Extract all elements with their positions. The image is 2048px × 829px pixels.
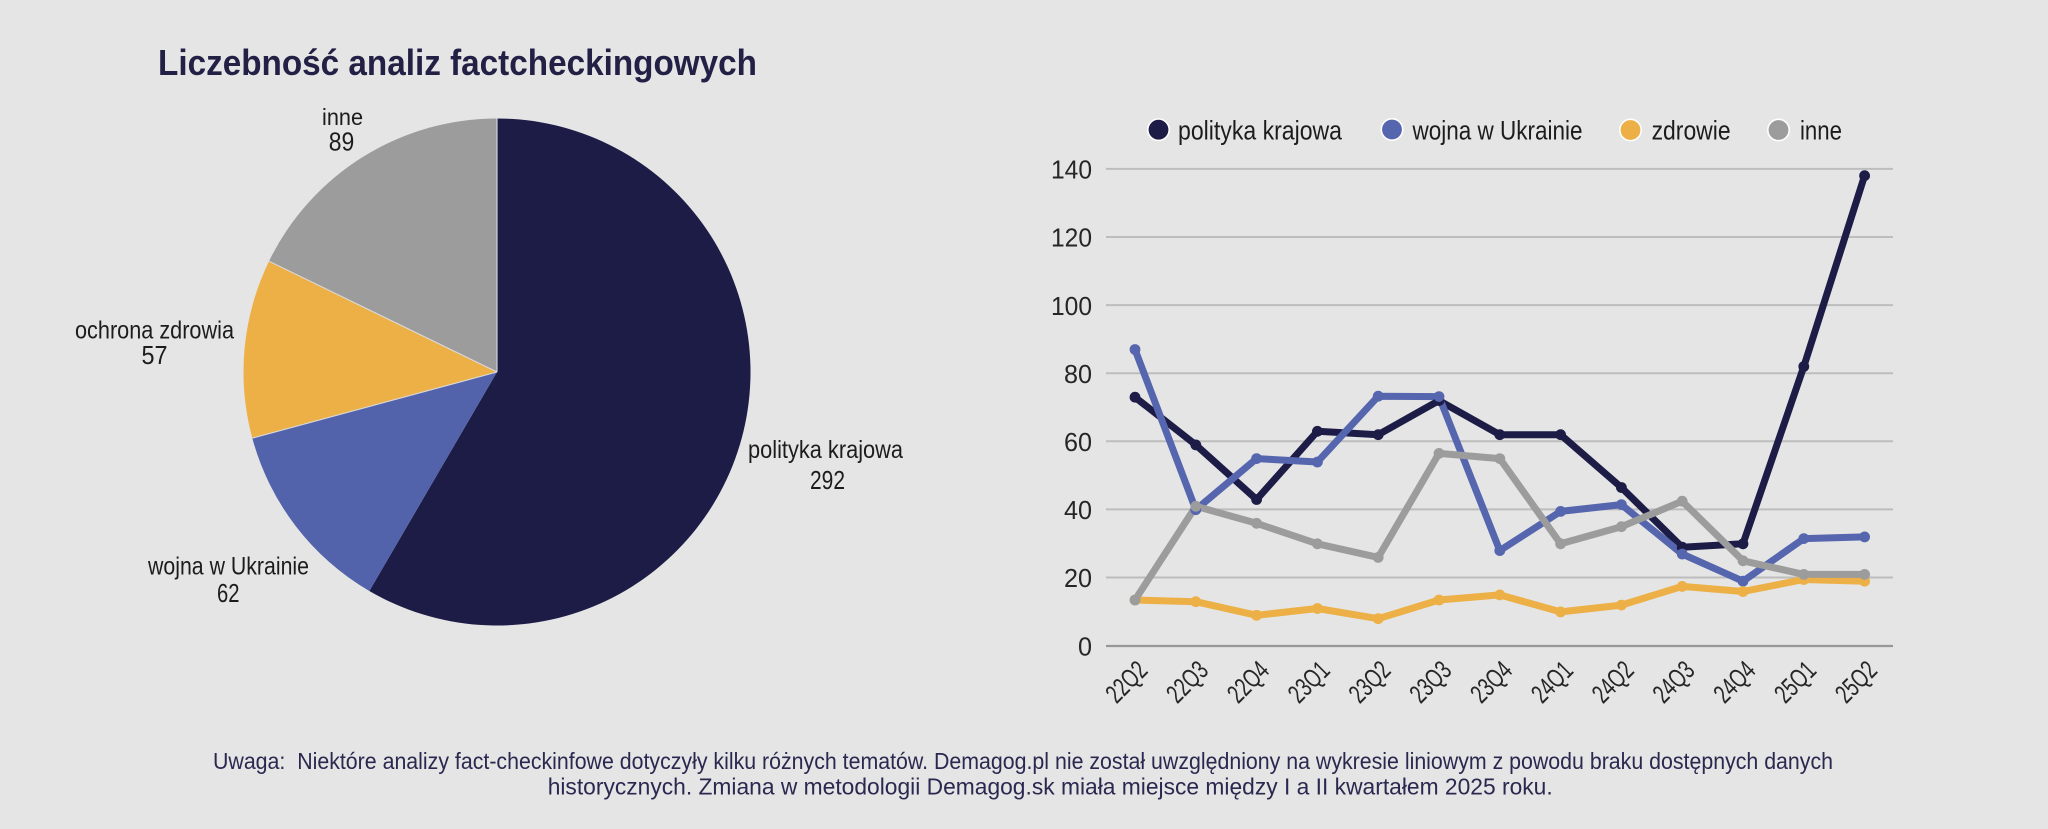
svg-text:292: 292: [810, 465, 845, 495]
svg-text:wojna w Ukrainie: wojna w Ukrainie: [1412, 116, 1583, 146]
svg-text:60: 60: [1064, 427, 1092, 457]
svg-text:140: 140: [1051, 155, 1092, 185]
svg-text:40: 40: [1064, 495, 1092, 525]
svg-text:inne: inne: [322, 104, 363, 130]
svg-text:120: 120: [1051, 223, 1092, 253]
svg-text:wojna w Ukrainie: wojna w Ukrainie: [147, 553, 309, 581]
svg-text:Uwaga: Niektóre analizy fact-: Uwaga: Niektóre analizy fact-checkinfowe…: [213, 748, 1833, 774]
svg-text:polityka krajowa: polityka krajowa: [1178, 116, 1342, 146]
svg-text:20: 20: [1064, 563, 1092, 593]
svg-text:0: 0: [1078, 632, 1092, 662]
svg-text:zdrowie: zdrowie: [1652, 116, 1731, 146]
svg-text:historycznych. Zmiana w metodo: historycznych. Zmiana w metodologii Dema…: [548, 773, 1553, 799]
svg-text:polityka krajowa: polityka krajowa: [748, 436, 903, 464]
svg-text:Liczebność analiz factchecking: Liczebność analiz factcheckingowych: [158, 42, 757, 83]
svg-text:80: 80: [1064, 359, 1092, 389]
svg-text:inne: inne: [1800, 116, 1842, 146]
svg-text:62: 62: [217, 578, 240, 608]
svg-text:57: 57: [142, 340, 168, 370]
svg-text:89: 89: [329, 127, 355, 157]
svg-text:ochrona zdrowia: ochrona zdrowia: [75, 317, 234, 345]
svg-text:100: 100: [1051, 291, 1092, 321]
